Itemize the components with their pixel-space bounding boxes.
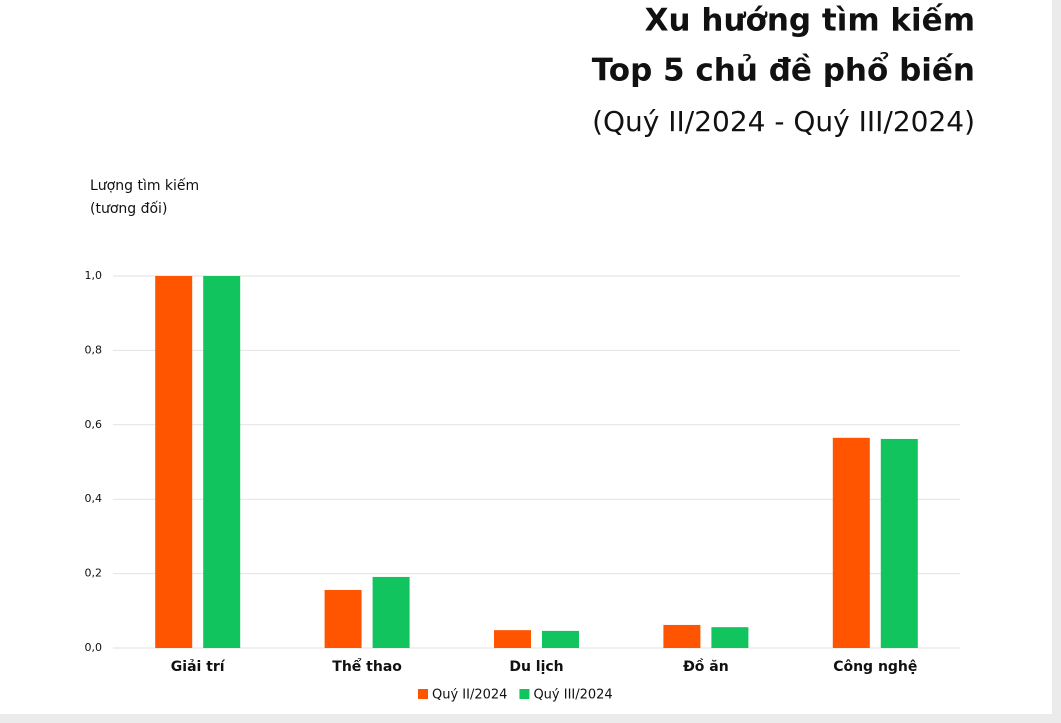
bar: [832, 437, 870, 648]
bar: [542, 630, 579, 648]
bar: [880, 438, 918, 648]
y-tick-label: 1,0: [85, 269, 103, 282]
y-axis-label: (tương đối): [90, 200, 167, 217]
y-axis-label: Lượng tìm kiếm: [90, 177, 199, 194]
bar: [372, 576, 410, 648]
legend-swatch: [519, 689, 530, 699]
edge: [1052, 0, 1061, 723]
bar: [494, 630, 531, 648]
chart-title: Xu hướng tìm kiếm: [645, 3, 975, 39]
x-tick-label: Công nghệ: [833, 659, 917, 675]
chart-subtitle: (Quý II/2024 - Quý III/2024): [592, 105, 975, 138]
bar: [203, 276, 241, 648]
legend-label: Quý III/2024: [533, 688, 612, 703]
bar: [711, 627, 749, 648]
bar: [324, 589, 362, 648]
bar: [663, 624, 701, 648]
y-tick-label: 0,0: [85, 641, 103, 654]
legend-label: Quý II/2024: [432, 688, 507, 703]
bar: [155, 276, 193, 648]
y-tick-label: 0,4: [85, 492, 103, 505]
edge: [0, 714, 1061, 723]
x-tick-label: Đồ ăn: [683, 658, 729, 675]
x-tick-label: Du lịch: [509, 659, 563, 675]
x-tick-label: Thể thao: [332, 658, 402, 675]
chart-title: Top 5 chủ đề phổ biến: [592, 53, 975, 89]
y-tick-label: 0,8: [85, 343, 103, 356]
y-tick-label: 0,2: [85, 567, 103, 580]
x-tick-label: Giải trí: [171, 659, 226, 675]
legend-swatch: [418, 689, 428, 699]
y-tick-label: 0,6: [85, 418, 103, 431]
